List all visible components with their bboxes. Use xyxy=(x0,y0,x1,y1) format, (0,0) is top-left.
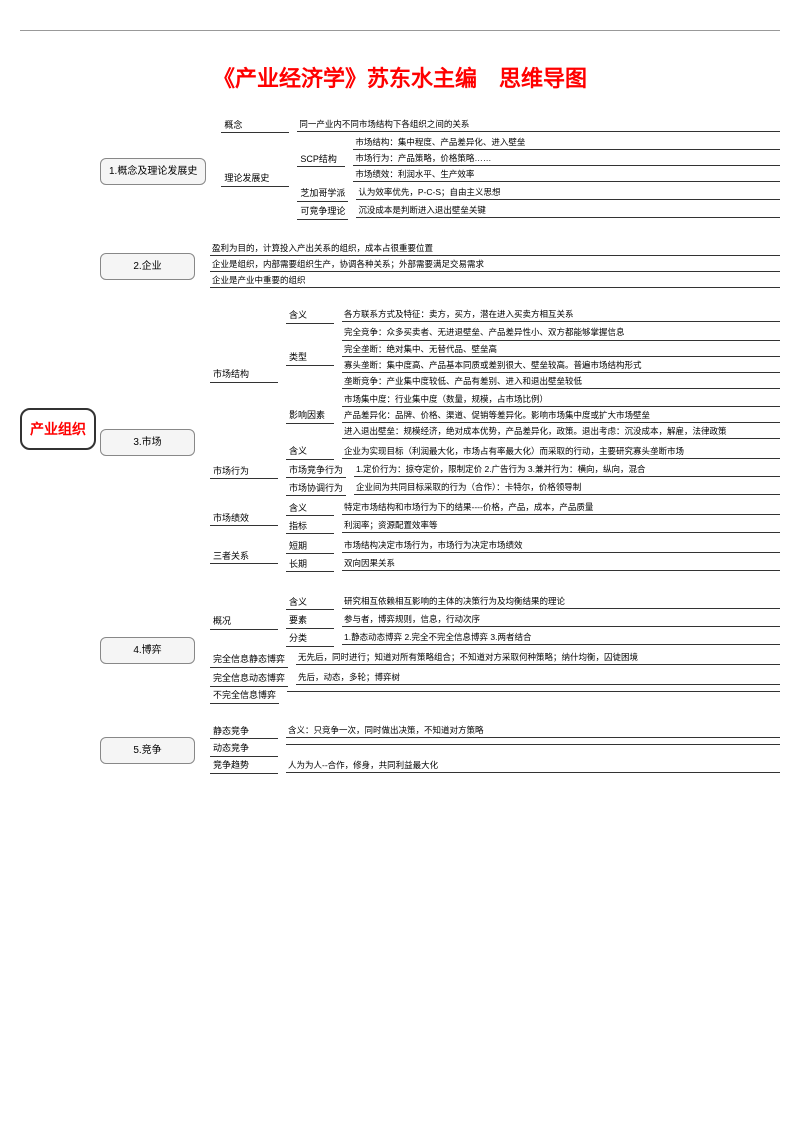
row-label: 动态竞争 xyxy=(210,742,278,757)
branch-node: 5.竞争 xyxy=(100,737,195,764)
row-label: 概念 xyxy=(221,119,289,134)
row-label: 不完全信息博弈 xyxy=(210,689,279,704)
sub-label: 市场竞争行为 xyxy=(286,464,346,479)
sub-label: 分类 xyxy=(286,632,334,647)
row-label: 完全信息动态博弈 xyxy=(210,672,288,687)
row-label: 静态竞争 xyxy=(210,725,278,740)
leaf-text: 参与者，博弈规则，信息，行动次序 xyxy=(342,613,780,627)
mindmap: 产业组织 1.概念及理论发展史 概念同一产业内不同市场结构下各组织之间的关系理论发… xyxy=(20,118,780,777)
sub-label: 芝加哥学派 xyxy=(297,187,348,202)
leaf-text: 市场绩效：利润水平、生产效率 xyxy=(353,168,780,182)
page-title: 《产业经济学》苏东水主编 思维导图 xyxy=(20,61,780,93)
leaf-text: 研究相互依赖相互影响的主体的决策行为及均衡结果的理论 xyxy=(342,595,780,609)
sub-label: 类型 xyxy=(286,351,334,366)
branch: 3.市场市场结构含义各方联系方式及特征：卖方，买方，潜在进入买卖方相互关系类型完… xyxy=(100,308,780,577)
row-label: 市场绩效 xyxy=(210,512,278,527)
branch-node: 4.博弈 xyxy=(100,637,195,664)
sub-label: 影响因素 xyxy=(286,409,334,424)
leaf-text: 各方联系方式及特征：卖方，买方，潜在进入买卖方相互关系 xyxy=(342,308,780,322)
leaf-text: 无先后，同时进行；知道对所有策略组合；不知道对方采取何种策略；纳什均衡，囚徒困境 xyxy=(296,651,780,665)
row-label: 概况 xyxy=(210,615,278,630)
leaf-text: 进入退出壁垒：规模经济，绝对成本优势，产品差异化，政策。退出考虑：沉没成本，解雇… xyxy=(342,425,780,439)
sub-label: 市场协调行为 xyxy=(286,482,346,497)
branch: 5.竞争静态竞争含义：只竞争一次，同时做出决策，不知道对方策略动态竞争竞争趋势人… xyxy=(100,724,780,777)
leaf-text: 市场集中度：行业集中度（数量，规模，占市场比例） xyxy=(342,393,780,407)
leaf-text xyxy=(286,742,780,745)
leaf-text: 盈利为目的，计算投入产出关系的组织，成本占很重要位置 xyxy=(210,242,780,256)
branch: 2.企业 盈利为目的，计算投入产出关系的组织，成本占很重要位置企业是组织，内部需要… xyxy=(100,242,780,290)
leaf-text: 企业是产业中重要的组织 xyxy=(210,274,780,288)
sub-label: 含义 xyxy=(286,502,334,517)
sub-label: 可竞争理论 xyxy=(297,205,348,220)
leaf-text: 寡头垄断：集中度高、产品基本同质或差别很大、壁垒较高。普遍市场结构形式 xyxy=(342,359,780,373)
leaf-text: 完全垄断：绝对集中、无替代品、壁垒高 xyxy=(342,343,780,357)
leaf-text: 利润率；资源配置效率等 xyxy=(342,519,780,533)
leaf-text: 含义：只竞争一次，同时做出决策，不知道对方策略 xyxy=(286,724,780,738)
sub-label: 含义 xyxy=(286,596,334,611)
leaf-text: 垄断竞争：产业集中度较低、产品有差别、进入和退出壁垒较低 xyxy=(342,375,780,389)
branch-node: 1.概念及理论发展史 xyxy=(100,158,206,185)
row-label: 竞争趋势 xyxy=(210,759,278,774)
leaf-text: 1.静态动态博弈 2.完全不完全信息博弈 3.两者结合 xyxy=(342,631,780,645)
leaf-text: 沉没成本是判断进入退出壁垒关键 xyxy=(356,204,780,218)
leaf-text: 企业是组织，内部需要组织生产，协调各种关系；外部需要满足交易需求 xyxy=(210,258,780,272)
branch: 4.博弈概况含义研究相互依赖相互影响的主体的决策行为及均衡结果的理论要素参与者，… xyxy=(100,595,780,706)
row-label: 市场行为 xyxy=(210,465,278,480)
branch: 1.概念及理论发展史 概念同一产业内不同市场结构下各组织之间的关系理论发展史 SCP… xyxy=(100,118,780,224)
sub-label: 含义 xyxy=(286,309,334,324)
sub-label: 要素 xyxy=(286,614,334,629)
leaf-text: 认为效率优先，P-C-S；自由主义思想 xyxy=(356,186,780,200)
row-label: 三者关系 xyxy=(210,550,278,565)
row-label: 理论发展史 xyxy=(221,172,289,187)
leaf-text: 人为为人--合作，修身，共同利益最大化 xyxy=(286,759,780,773)
sub-label: 短期 xyxy=(286,540,334,555)
branch-node: 2.企业 xyxy=(100,253,195,280)
sub-label: 指标 xyxy=(286,520,334,535)
leaf-text: 特定市场结构和市场行为下的结果----价格，产品，成本，产品质量 xyxy=(342,501,780,515)
sub-label: SCP结构 xyxy=(297,153,345,168)
sub-label: 含义 xyxy=(286,445,334,460)
branch-node: 3.市场 xyxy=(100,429,195,456)
leaf-text xyxy=(287,689,780,692)
row-label: 完全信息静态博弈 xyxy=(210,653,288,668)
leaf-text: 产品差异化：品牌、价格、渠道、促销等差异化。影响市场集中度或扩大市场壁垒 xyxy=(342,409,780,423)
sub-label: 长期 xyxy=(286,558,334,573)
root-node: 产业组织 xyxy=(20,408,96,450)
leaf-text: 先后，动态，多轮；博弈树 xyxy=(296,671,780,685)
leaf-text: 同一产业内不同市场结构下各组织之间的关系 xyxy=(297,118,780,132)
leaf-text: 企业间为共同目标采取的行为（合作）：卡特尔，价格领导制 xyxy=(354,481,780,495)
leaf-text: 市场行为：产品策略，价格策略…… xyxy=(353,152,780,166)
leaf-text: 市场结构：集中程度、产品差异化、进入壁垒 xyxy=(353,136,780,150)
leaf-text: 双向因果关系 xyxy=(342,557,780,571)
leaf-text: 完全竞争：众多买卖者、无进退壁垒、产品差异性小、双方都能够掌握信息 xyxy=(342,326,780,340)
leaf-text: 1.定价行为：掠夺定价，限制定价 2.广告行为 3.兼并行为：横向，纵向，混合 xyxy=(354,463,780,477)
leaf-text: 企业为实现目标（利润最大化，市场占有率最大化）而采取的行动，主要研究寡头垄断市场 xyxy=(342,445,780,459)
leaf-text: 市场结构决定市场行为，市场行为决定市场绩效 xyxy=(342,539,780,553)
row-label: 市场结构 xyxy=(210,368,278,383)
